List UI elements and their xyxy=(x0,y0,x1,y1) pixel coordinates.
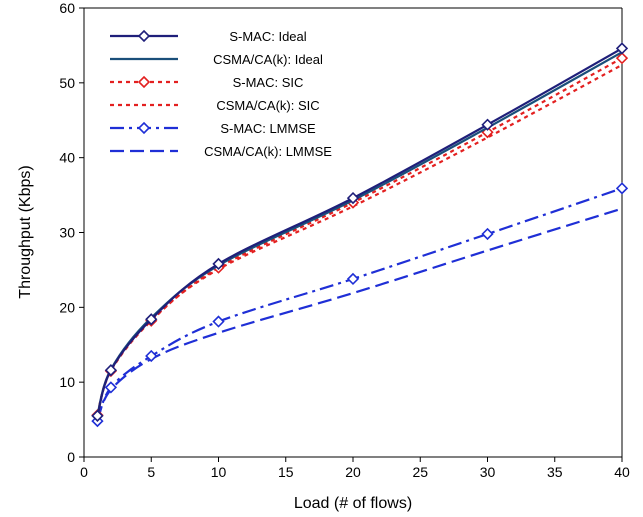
series-line xyxy=(96,207,623,421)
data-point xyxy=(145,349,158,363)
legend-item: CSMA/CA(k): SIC xyxy=(110,98,320,113)
y-tick-label: 30 xyxy=(59,225,75,241)
legend-item: S-MAC: SIC xyxy=(110,75,303,90)
series-0 xyxy=(91,42,629,422)
legend-label: S-MAC: SIC xyxy=(233,75,304,90)
legend: S-MAC: Ideal CSMA/CA(k): Ideal S-MAC: SIC C… xyxy=(110,29,332,159)
series-1 xyxy=(96,51,623,415)
data-point xyxy=(91,409,104,422)
y-tick-label: 60 xyxy=(59,0,75,16)
x-tick-label: 35 xyxy=(547,464,563,480)
x-tick-label: 5 xyxy=(147,464,155,480)
data-point xyxy=(212,257,225,271)
y-tick-label: 20 xyxy=(59,299,75,315)
legend-marker xyxy=(137,75,151,89)
data-point xyxy=(481,118,494,131)
legend-item: S-MAC: Ideal xyxy=(110,29,307,44)
series-line xyxy=(96,57,623,416)
legend-label: CSMA/CA(k): Ideal xyxy=(213,52,323,67)
series-line xyxy=(96,187,623,422)
legend-item: CSMA/CA(k): Ideal xyxy=(110,52,323,67)
legend-marker xyxy=(137,29,151,43)
axes xyxy=(83,7,623,458)
y-tick-label: 50 xyxy=(59,75,75,91)
legend-label: CSMA/CA(k): SIC xyxy=(216,98,319,113)
data-point xyxy=(346,191,360,205)
x-tick-label: 10 xyxy=(211,464,227,480)
y-axis-title: Throughput (Kbps) xyxy=(17,165,34,298)
legend-label: S-MAC: Ideal xyxy=(229,29,306,44)
x-tick-label: 20 xyxy=(345,464,361,480)
series-line xyxy=(96,63,623,414)
series-2 xyxy=(91,52,629,422)
y-ticks: 0 10 20 30 40 50 60 xyxy=(59,0,84,465)
legend-marker xyxy=(137,121,151,135)
x-ticks: 0 5 10 15 20 25 30 35 40 xyxy=(80,457,630,480)
data-point xyxy=(104,364,118,377)
data-point xyxy=(346,272,360,286)
data-point xyxy=(145,313,158,326)
x-tick-label: 0 xyxy=(80,464,88,480)
series-layer xyxy=(91,42,629,428)
x-tick-label: 30 xyxy=(480,464,496,480)
series-line xyxy=(96,51,623,415)
series-4 xyxy=(91,182,629,428)
data-point xyxy=(212,315,225,328)
legend-item: S-MAC: LMMSE xyxy=(110,121,316,136)
series-3 xyxy=(96,63,623,414)
y-tick-label: 40 xyxy=(59,150,75,166)
data-point xyxy=(615,52,629,65)
data-point xyxy=(481,227,494,241)
y-tick-label: 10 xyxy=(59,374,75,390)
x-tick-label: 25 xyxy=(412,464,428,480)
series-line xyxy=(96,47,623,417)
x-tick-label: 40 xyxy=(614,464,630,480)
x-tick-label: 15 xyxy=(278,464,294,480)
series-5 xyxy=(96,207,623,421)
legend-label: S-MAC: LMMSE xyxy=(220,121,316,136)
legend-item: CSMA/CA(k): LMMSE xyxy=(110,144,332,159)
data-point xyxy=(615,42,629,55)
data-point xyxy=(104,381,118,394)
x-axis-title: Load (# of flows) xyxy=(294,495,412,512)
y-tick-label: 0 xyxy=(67,449,75,465)
legend-label: CSMA/CA(k): LMMSE xyxy=(204,144,332,159)
data-point xyxy=(615,182,629,195)
